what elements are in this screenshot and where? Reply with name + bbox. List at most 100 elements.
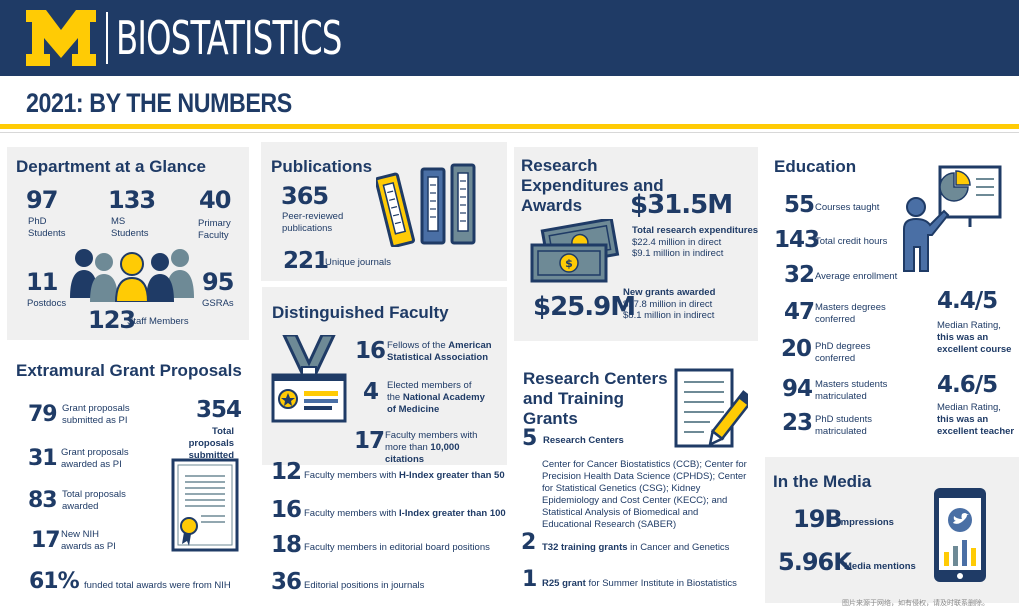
- course-rating-pre: Median Rating,: [937, 320, 1001, 331]
- nam-value: 4: [363, 379, 379, 405]
- edu-label: PhD students matriculated: [815, 414, 873, 437]
- nam-text: Elected members of the National Academy …: [387, 380, 487, 416]
- ms-value: 133: [108, 186, 156, 214]
- grant-item-label: New NIH awards as PI: [61, 529, 116, 552]
- grant-item-label: Total proposals awarded: [62, 489, 126, 512]
- i-text: Faculty members with I-Index greater tha…: [304, 508, 506, 520]
- nih-value: 61%: [29, 569, 80, 594]
- course-rating-value: 4.4/5: [937, 288, 998, 314]
- pos-value: 36: [271, 569, 302, 595]
- course-rating-text: Median Rating, this was an excellent cou…: [937, 320, 1017, 356]
- edu-value: 32: [784, 262, 815, 288]
- footer-note: 图片来源于网络，如有侵权，请及时联系删除。: [842, 600, 989, 607]
- education-title: Education: [774, 157, 857, 176]
- faculty-title: Distinguished Faculty: [272, 303, 449, 322]
- cit-prefix: Faculty members with more than: [385, 430, 478, 453]
- asa-text: Fellows of the American Statistical Asso…: [387, 340, 499, 364]
- grant-item-label: Grant proposals submitted as PI: [62, 403, 130, 426]
- asa-bold: American Statistical Association: [387, 340, 492, 363]
- money-icon: $: [528, 217, 620, 285]
- grant-item-label: Grant proposals awarded as PI: [61, 447, 129, 470]
- rc-label: Research Centers: [543, 435, 624, 446]
- staff-value: 123: [88, 306, 136, 334]
- h-bold: H-Index greater than 50: [399, 470, 505, 481]
- ed-value: 18: [271, 532, 302, 558]
- total-proposals-label: Total proposals submitted: [188, 426, 234, 461]
- pos-label: Editorial positions in journals: [304, 580, 425, 591]
- teacher-rating-value: 4.6/5: [937, 372, 998, 398]
- peer-value: 365: [281, 182, 329, 210]
- h-value: 12: [271, 459, 302, 485]
- r25-rest: for Summer Institute in Biostatistics: [588, 578, 737, 589]
- expenditures-label: Total research expenditures: [632, 225, 759, 236]
- mentions-value: 5.96K: [778, 548, 852, 576]
- r25-bold: R25 grant: [542, 578, 586, 589]
- research-title: Research Expenditures and Awards: [521, 156, 664, 215]
- edu-label: Masters degrees conferred: [815, 302, 886, 325]
- r25-value: 1: [522, 567, 537, 592]
- edu-value: 94: [782, 376, 813, 402]
- t32-rest: in Cancer and Genetics: [630, 542, 730, 553]
- nih-label: funded total awards were from NIH: [84, 580, 231, 591]
- phone-icon: [932, 486, 988, 584]
- h-prefix: Faculty members with: [304, 470, 397, 481]
- expenditures-direct: $22.4 million in direct: [632, 237, 722, 248]
- ed-label: Faculty members in editorial board posit…: [304, 542, 490, 553]
- primary-value: 40: [199, 186, 231, 214]
- certificate-icon: [171, 458, 239, 552]
- edu-value: 47: [784, 299, 815, 325]
- rc-value: 5: [522, 426, 537, 451]
- i-value: 16: [271, 497, 302, 523]
- grant-item-value: 31: [28, 446, 58, 471]
- edu-label: Courses taught: [815, 202, 880, 213]
- i-prefix: Faculty members with: [304, 508, 397, 519]
- t32-bold: T32 training grants: [542, 542, 628, 553]
- grants-awarded-indirect: $8.1 million in indirect: [623, 310, 715, 321]
- header-title: BIOSTATISTICS: [116, 11, 342, 65]
- cit-bold: 10,000 citations: [385, 442, 460, 465]
- total-proposals-value: 354: [196, 397, 242, 423]
- grants-title: Extramural Grant Proposals: [16, 361, 242, 380]
- phd-label: PhD Students: [28, 216, 66, 239]
- publications-title: Publications: [271, 157, 373, 176]
- course-rating-bold: this was an excellent course: [937, 332, 1012, 355]
- checklist-icon: [674, 364, 755, 454]
- peer-label: Peer-reviewed publications: [282, 211, 344, 234]
- rc-description: Center for Cancer Biostatistics (CCB); C…: [542, 459, 747, 530]
- mentions-label: Media mentions: [844, 561, 916, 572]
- nam-prefix: Elected members of the: [387, 380, 472, 403]
- teacher-rating-text: Median Rating, this was an excellent tea…: [937, 402, 1017, 438]
- edu-label: Masters students matriculated: [815, 379, 888, 402]
- maize-rule: [0, 124, 1019, 129]
- page-subtitle: 2021: BY THE NUMBERS: [26, 88, 292, 118]
- nam-bold: National Academy of Medicine: [387, 392, 485, 415]
- gsras-value: 95: [202, 268, 234, 296]
- cit-value: 17: [354, 428, 385, 454]
- people-group-icon: [70, 246, 194, 303]
- header-divider: [106, 12, 108, 64]
- grants-awarded-direct: $17.8 million in direct: [623, 299, 713, 310]
- university-logo: [26, 10, 96, 66]
- expenditures-value: $31.5M: [630, 190, 733, 220]
- edu-label: Total credit hours: [815, 236, 888, 247]
- centers-title: Research Centers and Training Grants: [523, 369, 668, 428]
- t32-value: 2: [521, 530, 536, 555]
- asa-prefix: Fellows of the: [387, 340, 446, 351]
- media-title: In the Media: [773, 472, 872, 491]
- grants-awarded-value: $25.9M: [533, 292, 636, 322]
- edu-value: 55: [784, 192, 815, 218]
- cit-text: Faculty members with more than 10,000 ci…: [385, 430, 497, 466]
- r25-text: R25 grant for Summer Institute in Biosta…: [542, 578, 737, 590]
- teacher-icon: [896, 163, 1006, 275]
- edu-label: PhD degrees conferred: [815, 341, 871, 364]
- grant-item-value: 79: [28, 402, 58, 427]
- teacher-rating-bold: this was an excellent teacher: [937, 414, 1015, 437]
- binders-icon: [374, 161, 488, 248]
- staff-label: Staff Members: [127, 316, 189, 327]
- i-bold: I-Index greater than 100: [399, 508, 506, 519]
- phd-value: 97: [26, 186, 58, 214]
- badge-icon: [270, 333, 348, 423]
- postdocs-value: 11: [26, 268, 58, 296]
- header-bar: [0, 0, 1019, 76]
- grant-item-value: 17: [31, 528, 61, 553]
